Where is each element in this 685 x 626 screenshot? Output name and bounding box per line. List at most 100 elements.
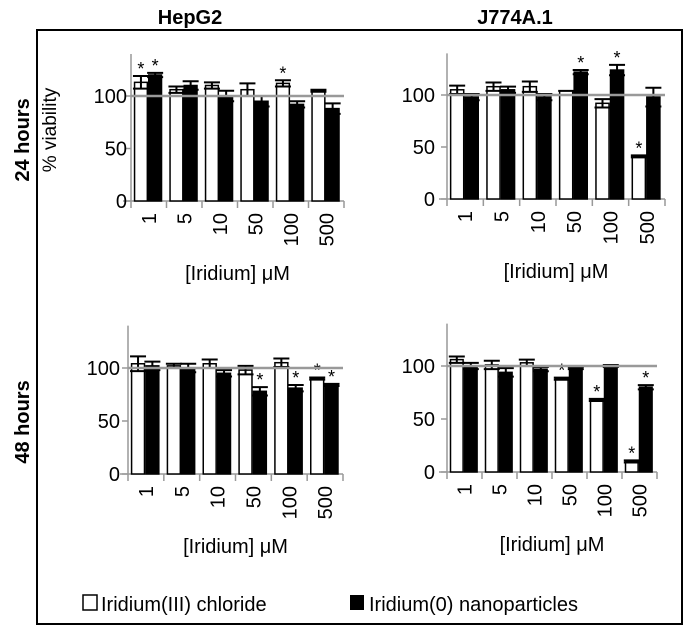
y-tick-label: 50 <box>98 411 120 433</box>
x-axis-label: [Iridium] μM <box>185 263 290 285</box>
x-tick-label: 1 <box>455 484 477 495</box>
significance-star: * <box>642 368 649 388</box>
bar-chloride <box>522 85 538 200</box>
error-bar <box>623 459 640 464</box>
x-tick-label: 5 <box>490 484 512 495</box>
figure-border <box>36 29 683 625</box>
significance-star: * <box>137 59 144 79</box>
column-title-j774: J774A.1 <box>477 7 553 29</box>
x-tick-label: 10 <box>210 213 232 235</box>
bar-chloride <box>274 361 289 475</box>
error-bar <box>323 382 340 388</box>
y-tick-label: 50 <box>413 137 435 159</box>
bar-chloride <box>166 365 182 475</box>
x-tick-label: 1 <box>139 213 161 224</box>
x-tick-label: 100 <box>279 486 301 519</box>
error-bar <box>216 369 233 378</box>
y-axis-label: % viability <box>40 87 61 172</box>
bar-chloride <box>130 363 146 475</box>
error-bar <box>572 69 589 76</box>
error-bar <box>497 367 514 378</box>
error-bar <box>168 85 185 94</box>
significance-star: * <box>558 361 565 381</box>
bar-nanoparticles <box>216 372 232 475</box>
significance-star: * <box>577 53 584 73</box>
bar-chloride <box>204 84 220 202</box>
error-bar <box>287 383 304 393</box>
error-bar <box>630 154 647 159</box>
y-tick-label: 0 <box>424 462 435 484</box>
error-bar <box>448 355 465 364</box>
bar-nanoparticles <box>568 367 583 473</box>
bar-nanoparticles <box>252 390 268 475</box>
bar-nanoparticles <box>148 74 163 202</box>
x-tick-label: 1 <box>136 486 158 497</box>
y-tick-label: 0 <box>109 464 120 486</box>
x-tick-label: 5 <box>172 486 194 497</box>
bar-chloride <box>169 88 184 202</box>
significance-star: * <box>314 361 321 381</box>
panel-2: 0 50 100 * * * * 1 5 10 50 100 500 [Iridium] μM <box>87 325 344 558</box>
bar-chloride <box>449 89 465 200</box>
bar-nanoparticles <box>463 365 478 473</box>
bar-nanoparticles <box>537 96 552 200</box>
error-bar <box>132 75 149 90</box>
bar-chloride <box>558 90 574 200</box>
bar-nanoparticles <box>638 386 653 473</box>
error-bar <box>553 376 570 381</box>
row-title-48h: 48 hours <box>12 380 34 463</box>
bar-chloride <box>554 377 569 473</box>
bar-chloride <box>519 362 534 473</box>
y-tick-label: 50 <box>105 139 127 161</box>
bar-chloride <box>449 358 464 473</box>
bar-chloride <box>238 369 253 475</box>
y-tick-label: 0 <box>116 191 127 213</box>
error-bar <box>203 81 220 90</box>
x-tick-label: 10 <box>525 484 547 506</box>
x-tick-label: 500 <box>630 484 652 517</box>
error-bar <box>251 386 268 397</box>
bar-nanoparticles <box>288 387 303 475</box>
x-tick-label: 5 <box>492 211 514 222</box>
significance-star: * <box>628 443 635 463</box>
bar-chloride <box>275 82 291 202</box>
error-bar <box>609 63 626 77</box>
x-tick-label: 100 <box>595 484 617 517</box>
bar-chloride <box>240 88 255 202</box>
y-tick-label: 0 <box>424 189 435 211</box>
error-bar <box>521 80 538 93</box>
x-tick-label: 500 <box>315 486 337 519</box>
bar-nanoparticles <box>646 96 661 200</box>
significance-star: * <box>292 368 299 388</box>
bar-chloride <box>589 399 604 473</box>
error-bar <box>274 79 291 88</box>
error-bar <box>324 102 341 115</box>
error-bar <box>500 85 517 94</box>
column-title-hepg2: HepG2 <box>158 7 222 29</box>
y-tick-label: 100 <box>402 85 435 107</box>
bar-chloride <box>486 85 501 200</box>
bar-nanoparticles <box>500 89 516 200</box>
x-tick-label: 50 <box>243 486 265 508</box>
legend-label-chloride: Iridium(III) chloride <box>101 594 267 616</box>
legend-swatch-nanoparticles <box>350 595 364 610</box>
bar-nanoparticles <box>324 384 339 475</box>
y-tick-label: 100 <box>94 86 127 108</box>
y-tick-label: 100 <box>402 356 435 378</box>
x-tick-label: 1 <box>455 211 477 222</box>
bar-nanoparticles <box>325 107 340 202</box>
error-bar <box>588 397 605 402</box>
row-title-24h: 24 hours <box>12 98 34 181</box>
x-tick-label: 50 <box>245 213 267 235</box>
bar-nanoparticles <box>145 365 160 475</box>
bar-chloride <box>311 90 326 202</box>
bar-nanoparticles <box>183 84 198 202</box>
error-bar <box>594 98 611 109</box>
x-tick-label: 500 <box>637 211 659 244</box>
x-tick-label: 5 <box>174 213 196 224</box>
x-axis-label: [Iridium] μM <box>504 261 609 283</box>
x-axis-label: [Iridium] μM <box>183 536 288 558</box>
significance-star: * <box>614 48 621 68</box>
bar-chloride <box>484 364 499 473</box>
